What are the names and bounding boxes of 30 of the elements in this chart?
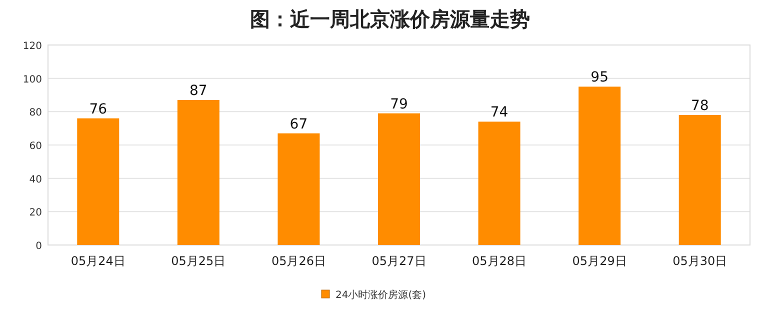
y-tick-label: 80 <box>29 108 42 119</box>
data-label: 79 <box>390 96 408 112</box>
data-label: 74 <box>490 104 508 121</box>
y-tick-label: 120 <box>22 41 42 52</box>
x-tick-label: 05月24日 <box>70 254 126 268</box>
y-tick-label: 40 <box>29 174 42 186</box>
data-label: 95 <box>590 70 608 86</box>
bar <box>177 100 220 245</box>
x-tick-label: 05月30日 <box>672 254 728 268</box>
bar <box>378 113 420 245</box>
bar <box>478 122 520 245</box>
bar <box>678 115 721 245</box>
data-label: 67 <box>290 116 308 132</box>
x-tick-label: 05月29日 <box>572 254 627 268</box>
bar <box>77 118 120 245</box>
data-label: 87 <box>190 83 208 99</box>
legend-label: 24小时涨价房源(套) <box>336 289 426 301</box>
x-tick-label: 05月26日 <box>271 254 326 268</box>
y-tick-label: 0 <box>36 241 42 252</box>
data-label: 76 <box>89 101 108 118</box>
bar <box>278 133 320 245</box>
data-label: 78 <box>690 98 709 114</box>
y-tick-label: 100 <box>22 74 42 86</box>
x-tick-label: 05月25日 <box>171 254 226 268</box>
x-tick-label: 05月27日 <box>372 254 426 268</box>
y-tick-label: 20 <box>29 208 42 219</box>
chart-title: 图：近一周北京涨价房源量走势 <box>250 7 530 31</box>
bar <box>578 86 621 245</box>
x-tick-label: 05月28日 <box>472 254 527 268</box>
y-tick-label: 60 <box>29 141 42 152</box>
